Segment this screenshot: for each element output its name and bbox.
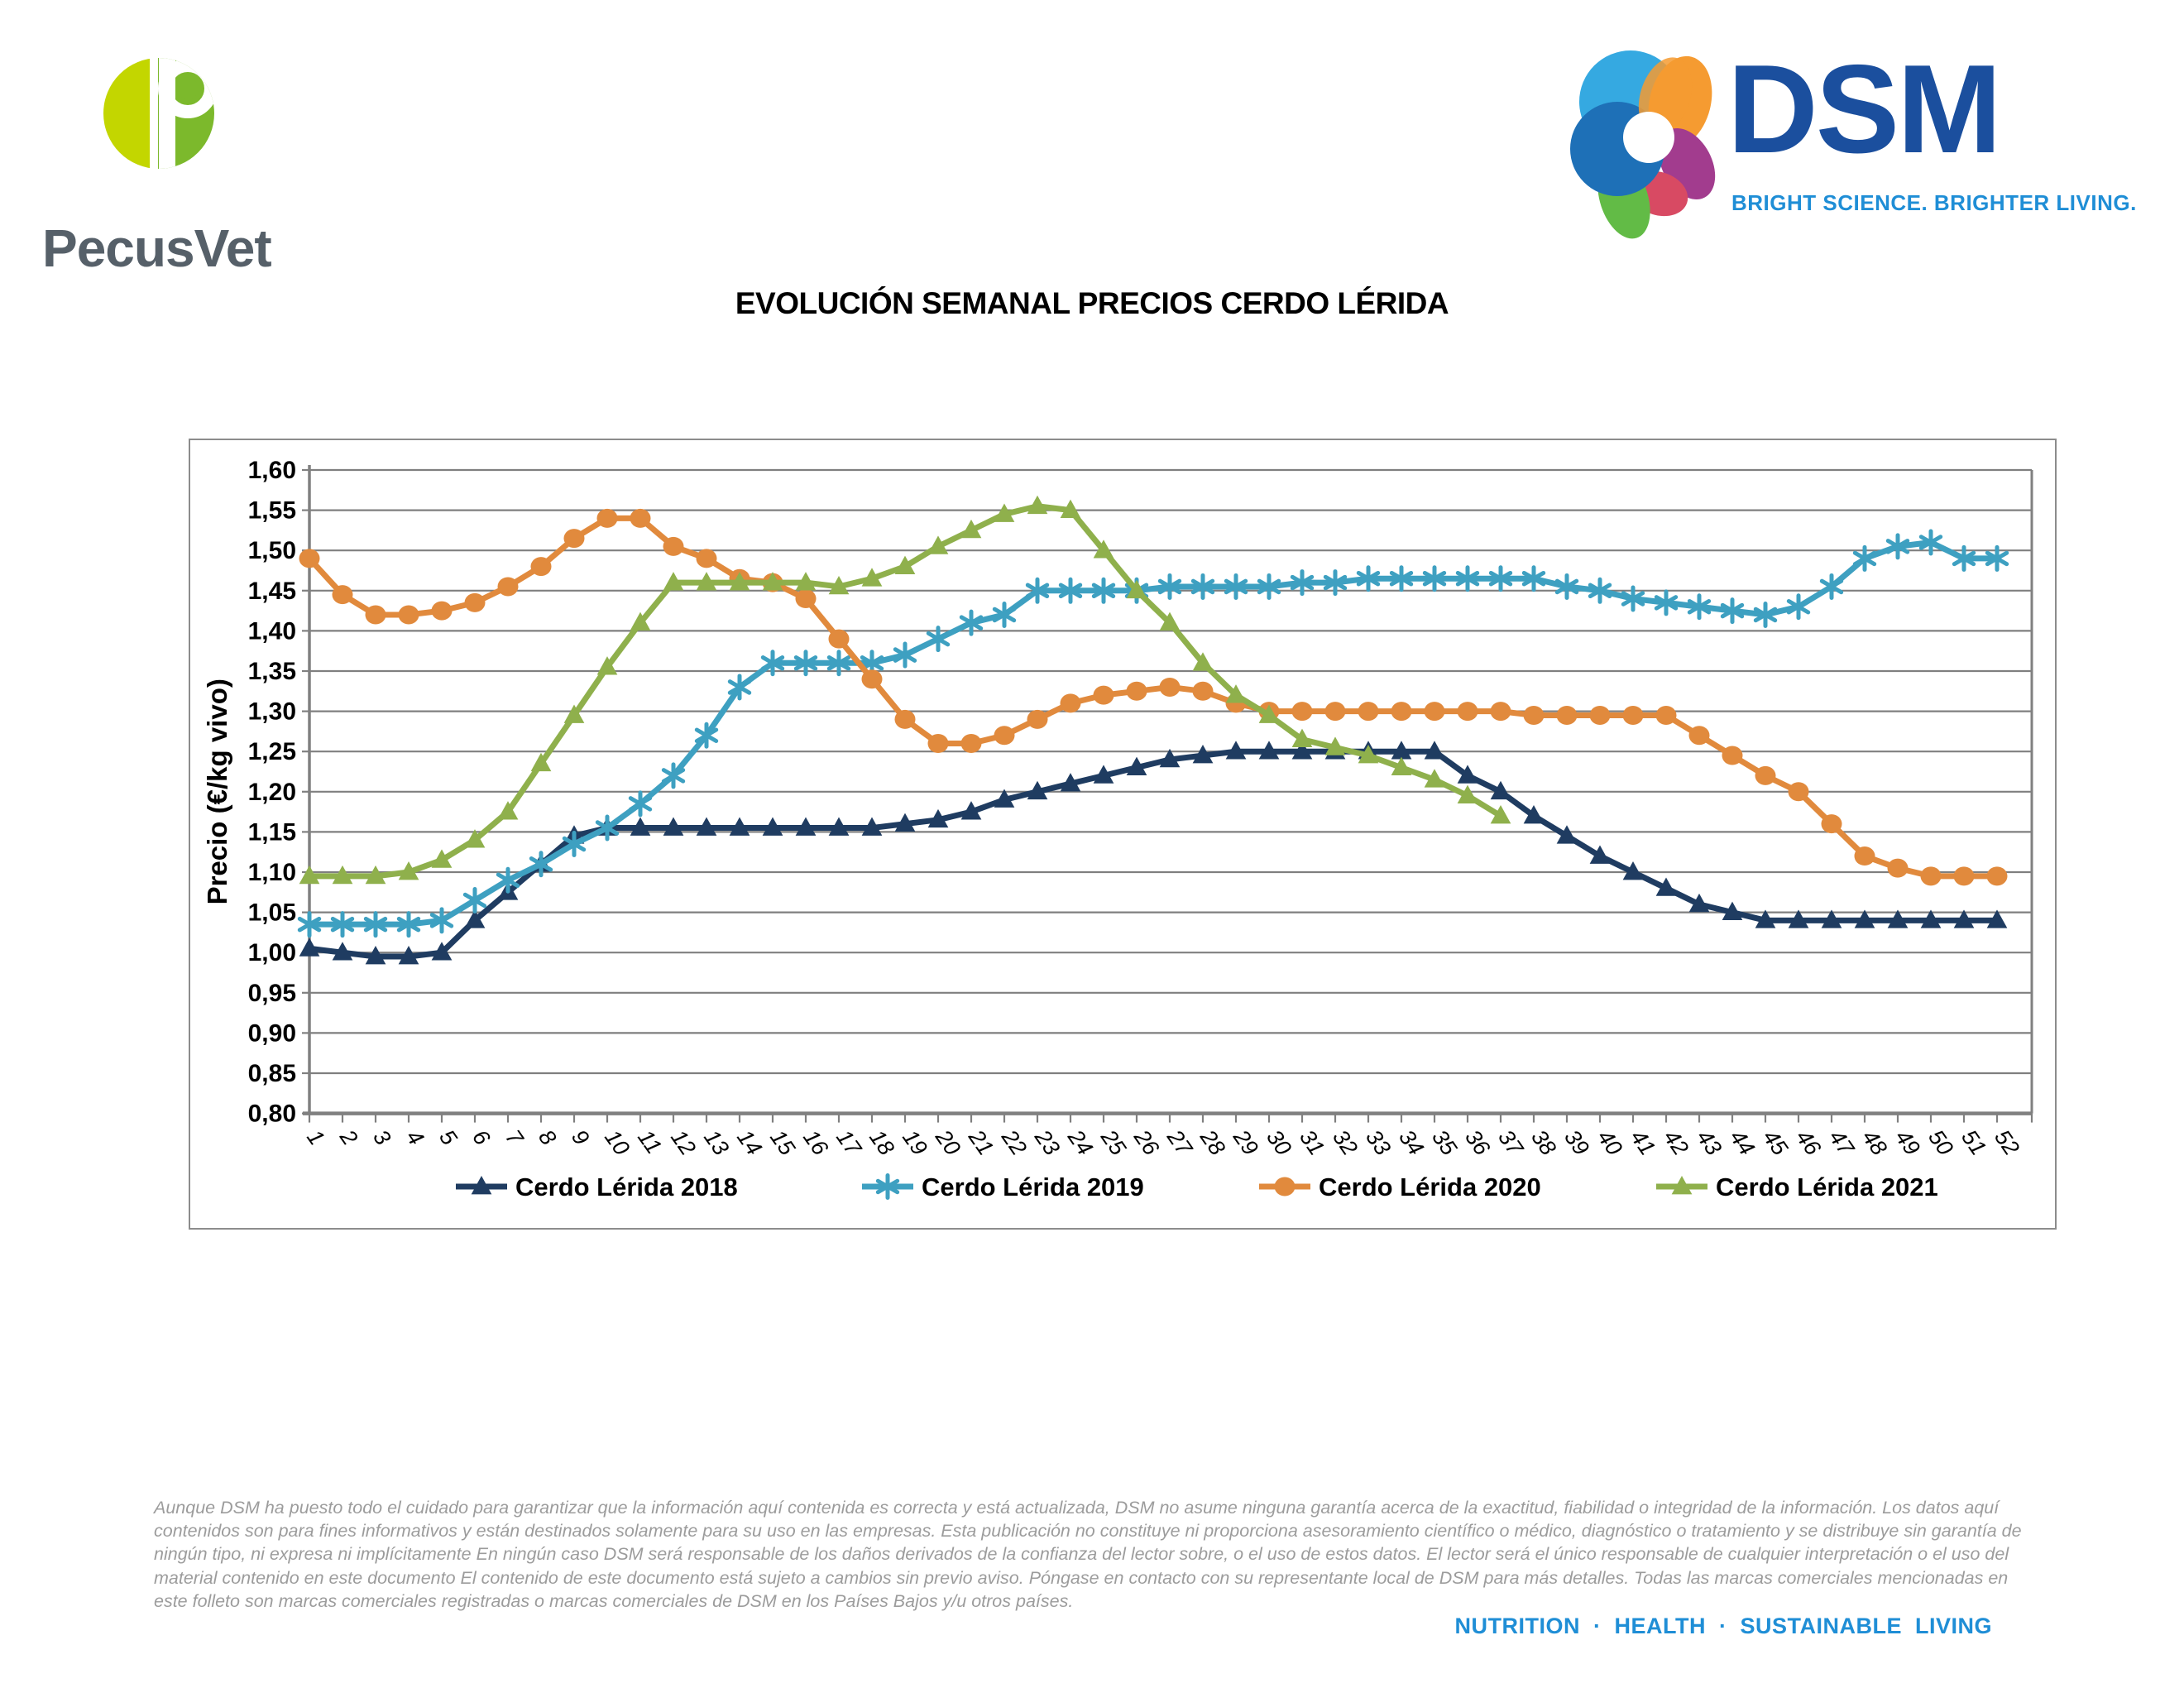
svg-text:7: 7 (500, 1125, 529, 1150)
svg-text:31: 31 (1295, 1125, 1329, 1160)
dsm-swirl-icon (1570, 50, 1716, 239)
legend-item-2019: Cerdo Lérida 2019 (862, 1172, 1144, 1201)
chart-panel: 1,60 1,55 1,50 1,45 1,40 1,35 1,30 1,25 1,20 1,15… (189, 439, 2057, 1230)
dsm-logo: DSM BRIGHT SCIENCE. BRIGHTER LIVING. (1566, 39, 2136, 247)
chart-legend: Cerdo Lérida 2018 Cerdo Lérida 2019 Cerdo … (456, 1172, 1938, 1201)
pecusvet-logo-icon: PecusVet (42, 58, 272, 278)
svg-text:0,95: 0,95 (248, 980, 296, 1007)
svg-text:1,45: 1,45 (248, 578, 296, 605)
svg-text:23: 23 (1030, 1125, 1065, 1160)
svg-text:0,90: 0,90 (248, 1019, 296, 1047)
svg-text:35: 35 (1427, 1125, 1462, 1161)
legend-item-2021: Cerdo Lérida 2021 (1656, 1172, 1938, 1201)
svg-text:4: 4 (401, 1125, 429, 1150)
svg-text:22: 22 (997, 1125, 1032, 1160)
price-chart-svg: 1,60 1,55 1,50 1,45 1,40 1,35 1,30 1,25 1,20 1,15… (202, 457, 2033, 1201)
svg-text:28: 28 (1195, 1125, 1230, 1160)
svg-text:0,85: 0,85 (248, 1060, 296, 1087)
svg-text:50: 50 (1923, 1125, 1958, 1160)
svg-text:19: 19 (898, 1125, 932, 1160)
svg-text:Cerdo Lérida 2019: Cerdo Lérida 2019 (922, 1172, 1144, 1201)
svg-text:25: 25 (1096, 1125, 1132, 1160)
svg-text:46: 46 (1791, 1125, 1826, 1161)
svg-text:1,60: 1,60 (248, 457, 296, 484)
svg-text:1,30: 1,30 (248, 698, 296, 726)
svg-text:41: 41 (1626, 1125, 1660, 1160)
svg-text:33: 33 (1361, 1125, 1396, 1160)
svg-text:1,40: 1,40 (248, 617, 296, 645)
series-cerdo-l-rida-2019 (297, 529, 2009, 938)
svg-text:1,20: 1,20 (248, 779, 296, 806)
svg-text:0,80: 0,80 (248, 1101, 296, 1128)
svg-text:11: 11 (633, 1125, 667, 1158)
gridlines (309, 468, 2032, 1115)
svg-text:51: 51 (1956, 1125, 1991, 1160)
svg-text:1,50: 1,50 (248, 537, 296, 564)
svg-text:36: 36 (1460, 1125, 1495, 1161)
svg-text:48: 48 (1857, 1125, 1892, 1160)
svg-text:39: 39 (1559, 1125, 1594, 1160)
svg-text:30: 30 (1262, 1125, 1296, 1160)
svg-text:26: 26 (1129, 1125, 1165, 1160)
svg-text:24: 24 (1063, 1125, 1098, 1160)
svg-text:14: 14 (732, 1125, 767, 1160)
svg-text:42: 42 (1659, 1125, 1693, 1160)
svg-text:1: 1 (302, 1125, 329, 1150)
svg-text:8: 8 (534, 1125, 561, 1150)
svg-text:Cerdo Lérida 2021: Cerdo Lérida 2021 (1716, 1172, 1938, 1201)
pecusvet-wordmark: PecusVet (42, 218, 271, 278)
dsm-footer-tagline: NUTRITION · HEALTH · SUSTAINABLE LIVING (1454, 1614, 1992, 1638)
dsm-tagline: BRIGHT SCIENCE. BRIGHTER LIVING. (1731, 190, 2137, 215)
svg-text:21: 21 (964, 1125, 999, 1160)
svg-text:32: 32 (1328, 1125, 1363, 1160)
svg-text:1,05: 1,05 (248, 899, 296, 927)
y-axis-labels: 1,60 1,55 1,50 1,45 1,40 1,35 1,30 1,25 1,20 1,15… (248, 457, 296, 1128)
svg-text:Cerdo Lérida 2018: Cerdo Lérida 2018 (515, 1172, 738, 1201)
legend-item-2018: Cerdo Lérida 2018 (456, 1172, 738, 1201)
price-evolution-chart: 1,60 1,55 1,50 1,45 1,40 1,35 1,30 1,25 1,20 1,15… (190, 440, 2055, 1232)
svg-text:5: 5 (434, 1125, 462, 1150)
svg-text:27: 27 (1162, 1125, 1198, 1160)
svg-text:47: 47 (1824, 1125, 1859, 1161)
svg-text:13: 13 (699, 1125, 734, 1160)
svg-text:18: 18 (864, 1125, 899, 1160)
svg-text:10: 10 (600, 1125, 635, 1160)
svg-text:20: 20 (931, 1125, 965, 1160)
svg-text:40: 40 (1592, 1125, 1627, 1160)
svg-text:12: 12 (666, 1125, 701, 1160)
page-title: EVOLUCIÓN SEMANAL PRECIOS CERDO LÉRIDA (735, 286, 1449, 320)
svg-text:15: 15 (765, 1125, 800, 1161)
svg-text:52: 52 (1990, 1125, 2024, 1160)
svg-text:3: 3 (368, 1125, 395, 1150)
svg-text:1,55: 1,55 (248, 497, 296, 525)
series-cerdo-l-rida-2021 (299, 495, 1511, 885)
svg-text:45: 45 (1758, 1125, 1793, 1161)
disclaimer-text: Aunque DSM ha puesto todo el cuidado par… (154, 1497, 2022, 1612)
svg-text:38: 38 (1526, 1125, 1561, 1160)
svg-text:1,35: 1,35 (248, 658, 296, 685)
svg-text:9: 9 (567, 1125, 594, 1150)
svg-text:49: 49 (1890, 1125, 1925, 1160)
svg-text:6: 6 (467, 1125, 496, 1150)
svg-text:1,15: 1,15 (248, 818, 296, 846)
dsm-wordmark: DSM (1727, 39, 2002, 180)
legend-item-2020: Cerdo Lérida 2020 (1259, 1172, 1541, 1201)
svg-text:1,25: 1,25 (248, 738, 296, 765)
svg-text:29: 29 (1228, 1125, 1263, 1160)
svg-text:1,00: 1,00 (248, 939, 296, 966)
svg-text:16: 16 (798, 1125, 833, 1161)
svg-text:37: 37 (1493, 1125, 1528, 1161)
series-cerdo-l-rida-2020 (299, 508, 2008, 886)
svg-text:2: 2 (335, 1125, 363, 1149)
pecusvet-logo: PecusVet (37, 25, 302, 281)
y-axis-title: Precio (€/kg vivo) (202, 679, 232, 904)
svg-text:44: 44 (1725, 1125, 1760, 1160)
svg-text:34: 34 (1394, 1125, 1429, 1160)
axes (302, 465, 2033, 1123)
svg-text:43: 43 (1692, 1125, 1727, 1160)
svg-text:1,10: 1,10 (248, 859, 296, 886)
svg-text:Cerdo Lérida 2020: Cerdo Lérida 2020 (1319, 1172, 1541, 1201)
svg-text:17: 17 (831, 1125, 866, 1161)
